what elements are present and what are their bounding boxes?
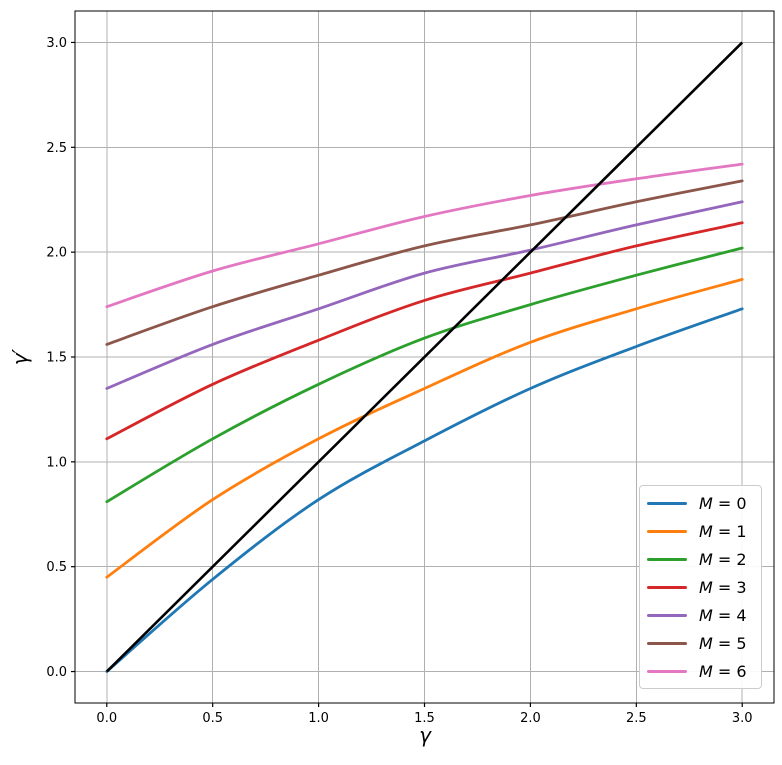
legend-line-swatch [647,613,687,617]
legend-item-label: M = 4 [699,605,747,625]
y-tick-label: 0.0 [46,665,67,680]
y-tick-label: 1.5 [46,351,67,366]
legend-line-swatch [647,529,687,533]
gridlines [75,11,774,703]
y-axis-label: γ′ [8,348,32,366]
legend-line-swatch [647,669,687,673]
legend-item-M=6: M = 6 [640,658,761,685]
legend-item-label: M = 5 [699,633,747,653]
legend-item-M=0: M = 0 [640,490,761,517]
y-tick-label: 2.0 [46,246,67,261]
y-tick-label: 1.0 [46,455,67,470]
legend-item-M=4: M = 4 [640,602,761,629]
y-tick-label: 3.0 [46,36,67,51]
curve-M=0 [105,307,744,673]
legend: M = 0 M = 1 M = 2 M = 3 M = 4 M = 5 M = 6 [639,485,762,689]
legend-item-label: M = 6 [699,661,747,681]
curve-M=2 [105,246,744,504]
y-tick-label: 0.5 [46,560,67,575]
x-tick-label: 0.0 [96,711,117,726]
legend-line-swatch [647,501,687,505]
legend-line-swatch [647,641,687,645]
curve-M=1 [105,278,744,579]
legend-item-M=1: M = 1 [640,518,761,545]
x-tick-label: 1.0 [308,711,329,726]
curve-M=4 [105,200,744,390]
legend-item-label: M = 0 [699,493,747,513]
curve-M=6 [105,162,744,309]
x-tick-label: 0.5 [202,711,223,726]
x-tick-label: 1.5 [414,711,435,726]
identity-line [105,41,744,673]
x-axis-label: γ [419,723,431,747]
curve-M=3 [105,221,744,441]
x-tick-label: 3.0 [732,711,753,726]
tick-labels: 0.0 0.5 1.0 1.5 2.0 2.5 3.0 0.0 0.5 1.0 1.5 2.0 2.5 3… [46,36,752,726]
legend-item-M=2: M = 2 [640,546,761,573]
legend-item-label: M = 3 [699,577,747,597]
x-tick-label: 2.0 [520,711,541,726]
series-curves [105,162,744,673]
legend-item-M=5: M = 5 [640,630,761,657]
legend-item-label: M = 2 [699,549,747,569]
legend-item-label: M = 1 [699,521,747,541]
curve-M=5 [105,179,744,346]
legend-line-swatch [647,585,687,589]
ticks [71,41,743,707]
x-tick-label: 2.5 [626,711,647,726]
legend-line-swatch [647,557,687,561]
legend-item-M=3: M = 3 [640,574,761,601]
y-tick-label: 2.5 [46,141,67,156]
